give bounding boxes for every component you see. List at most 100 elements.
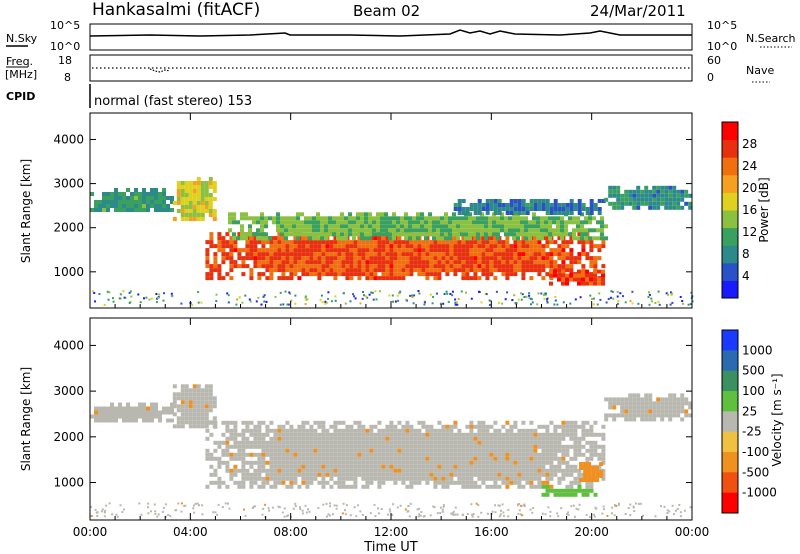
power-data-cell (540, 232, 544, 237)
power-data-cell (249, 268, 254, 273)
power-data-speck (411, 294, 413, 297)
vel-data-cell (373, 476, 378, 481)
vel-data-cell (389, 436, 394, 441)
power-data-cell (484, 236, 488, 241)
vel-data-speck (277, 505, 280, 508)
power-data-cell (114, 204, 118, 208)
vel-data-cell (192, 424, 197, 429)
vel-data-cell (377, 472, 382, 477)
power-data-speck (91, 290, 94, 293)
vel-data-cell (118, 414, 122, 419)
vel-data-speck (140, 513, 143, 516)
vel-data-cell (269, 440, 274, 445)
nsky-panel: N.Sky 10^5 10^0 10^5 10^0 N.Search (6, 19, 796, 53)
vel-data-cell (285, 472, 290, 477)
power-data-cell (452, 220, 456, 225)
nsky-frame (89, 23, 693, 51)
power-colorbar-frame (721, 121, 739, 299)
power-data-cell (453, 240, 458, 245)
power-data-cell (292, 232, 296, 237)
power-data-speck (123, 296, 126, 299)
power-data-cell (345, 264, 350, 269)
power-data-cell (469, 248, 474, 253)
vel-data-cell (533, 444, 538, 449)
power-data-speck (93, 292, 96, 294)
vel-data-cell (589, 480, 594, 485)
power-data-cell (500, 212, 504, 217)
power-data-cell (601, 273, 605, 278)
power-data-cell (196, 197, 201, 201)
power-data-cell (300, 212, 304, 217)
vel-data-cell (345, 464, 350, 469)
vel-data-cell (365, 484, 370, 489)
vel-data-cell (150, 402, 154, 407)
power-data-cell (236, 236, 240, 241)
power-data-cell (676, 197, 681, 202)
vel-data-cell (273, 464, 278, 469)
power-data-cell (632, 193, 637, 198)
power-data-cell (584, 236, 588, 241)
power-data-cell (401, 244, 406, 249)
vel-data-cell (180, 420, 185, 425)
power-data-cell (412, 228, 416, 233)
power-data-cell (584, 228, 588, 233)
power-data-cell (184, 209, 189, 213)
vel-data-cell (253, 440, 258, 445)
xtick-label: 08:00 (273, 525, 308, 539)
power-data-cell (541, 248, 546, 253)
vel-data-cell (537, 424, 542, 429)
power-data-cell (404, 224, 408, 229)
power-data-cell (289, 240, 294, 245)
power-data-cell (118, 208, 122, 212)
vel-data-cell (553, 432, 558, 437)
vel-data-speck (344, 513, 347, 516)
power-data-cell (277, 248, 282, 253)
vel-data-cell (184, 388, 189, 393)
vel-data-cell (604, 397, 609, 402)
vel-data-cell (305, 420, 310, 425)
power-data-cell (341, 252, 346, 257)
vel-data-cell (449, 472, 454, 477)
vel-data-cell (652, 405, 657, 410)
vel-data-cell (257, 440, 262, 445)
power-data-cell (549, 276, 554, 281)
power-data-cell (208, 213, 213, 217)
vel-data-cell (405, 420, 410, 425)
power-data-cell (305, 264, 310, 269)
vel-data-cell (204, 392, 209, 397)
power-data-cell (576, 220, 580, 225)
power-data-cell (154, 192, 158, 196)
power-data-cell (597, 207, 602, 211)
vel-data-cell (233, 456, 238, 461)
vel-data-cell (329, 424, 334, 429)
power-data-cell (449, 260, 454, 265)
vel-data-cell (429, 456, 434, 461)
vel-data-speck (567, 513, 570, 516)
power-data-cell (517, 199, 522, 203)
vel-data-cell (205, 448, 210, 453)
vel-data-cell (465, 432, 470, 437)
power-data-speck (449, 293, 452, 295)
vel-data-cell (477, 436, 482, 441)
power-data-cell (596, 220, 600, 225)
vel-data-cell (249, 452, 254, 457)
vel-data-cell (285, 468, 290, 473)
power-data-cell (188, 213, 193, 217)
vel-data-speck (369, 512, 372, 515)
power-data-cell (636, 197, 641, 202)
vel-data-speck (341, 512, 344, 515)
power-data-cell (496, 236, 500, 241)
power-data-cell (353, 260, 358, 265)
power-data-cell (545, 199, 550, 203)
vel-data-cell (612, 405, 617, 410)
power-data-cell (568, 220, 572, 225)
vel-data-cell (241, 420, 246, 425)
power-data-cell (385, 236, 390, 241)
vel-data-cell (293, 452, 298, 457)
power-data-cell (429, 252, 434, 257)
vel-data-cell (273, 460, 278, 465)
power-data-cell (549, 256, 554, 261)
power-data-cell (472, 224, 476, 229)
power-data-cell (533, 199, 538, 203)
vel-data-cell (497, 448, 502, 453)
